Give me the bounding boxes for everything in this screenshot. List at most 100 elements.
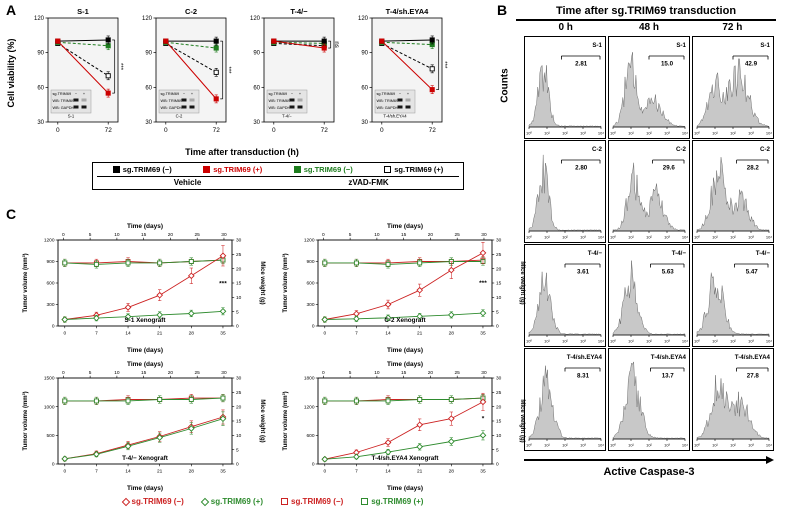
legend-label: sg.TRIM69 (−) — [131, 497, 184, 506]
svg-text:WB: GAPDH: WB: GAPDH — [377, 106, 399, 110]
svg-text:1800: 1800 — [304, 376, 315, 382]
svg-text:10³: 10³ — [748, 131, 754, 136]
svg-text:10: 10 — [496, 433, 502, 439]
svg-text:1200: 1200 — [304, 238, 315, 244]
svg-text:10: 10 — [236, 433, 242, 439]
svg-text:25: 25 — [496, 390, 502, 396]
flow-histogram-t4-sheya4-col1: 10⁰ 10¹ 10² 10³ 10⁴ T-4/sh.EYA4 13.7 — [608, 348, 690, 451]
flow-histogram-c2-col2: 10⁰ 10¹ 10² 10³ 10⁴ C-2 28.2 — [692, 140, 774, 243]
svg-text:25: 25 — [195, 232, 201, 238]
panel-b-label: B — [497, 2, 508, 18]
svg-text:25: 25 — [455, 370, 461, 376]
svg-text:10⁰: 10⁰ — [610, 235, 616, 240]
svg-text:5: 5 — [236, 447, 239, 453]
legend-item-tumor-pos: sg.TRIM69 (+) — [200, 497, 263, 506]
panel-a-charts: S-1 30 60 90 120 0 72 − + sg.TRIM69 WB: TRIM69 WB: … — [26, 4, 458, 146]
svg-text:***: *** — [441, 61, 447, 69]
svg-text:5: 5 — [349, 370, 352, 376]
svg-text:10²: 10² — [562, 339, 568, 344]
legend-item-vehicle-pos: sg.TRIM69 (+) — [203, 165, 262, 174]
legend-item-vehicle-neg: sg.TRIM69 (−) — [112, 165, 172, 174]
svg-text:10⁰: 10⁰ — [526, 131, 532, 136]
svg-text:10: 10 — [374, 370, 380, 376]
svg-text:25: 25 — [455, 232, 461, 238]
svg-text:10¹: 10¹ — [628, 339, 634, 344]
svg-text:10⁴: 10⁴ — [682, 339, 688, 344]
svg-text:10²: 10² — [730, 339, 736, 344]
svg-text:sg.TRIM69: sg.TRIM69 — [377, 92, 396, 96]
square-marker-icon — [203, 166, 211, 173]
diamond-marker-icon — [121, 497, 130, 506]
open-square-marker-icon — [281, 498, 288, 505]
legend-label: sg.TRIM69 (+) — [371, 497, 424, 506]
svg-text:0: 0 — [63, 331, 66, 337]
svg-text:5: 5 — [496, 309, 499, 315]
svg-text:5: 5 — [496, 447, 499, 453]
svg-text:21: 21 — [157, 331, 163, 337]
svg-text:0: 0 — [62, 232, 65, 238]
svg-text:10⁰: 10⁰ — [610, 443, 616, 448]
panel-c-charts-row2: Time (days) 0 5 10 15 20 25 30 0 7 14 21 28 35 Time (d… — [18, 358, 528, 494]
svg-text:30: 30 — [236, 238, 242, 244]
flow-histogram-t4-sheya4-col0: 10⁰ 10¹ 10² 10³ 10⁴ T-4/sh.EYA4 8.31 — [524, 348, 606, 451]
svg-text:10: 10 — [496, 295, 502, 301]
svg-text:Time (days): Time (days) — [387, 347, 423, 354]
flow-histogram-t4-col0: 10⁰ 10¹ 10² 10³ 10⁴ T-4/− 3.61 — [524, 244, 606, 347]
svg-text:0: 0 — [164, 127, 168, 134]
svg-text:T-4/sh.EYA4: T-4/sh.EYA4 — [735, 354, 771, 361]
svg-text:20: 20 — [496, 266, 502, 272]
legend-item-tumor-neg: sg.TRIM69 (−) — [121, 497, 184, 506]
svg-text:600: 600 — [306, 281, 314, 287]
svg-text:Time (days): Time (days) — [127, 485, 163, 492]
svg-text:30: 30 — [361, 120, 368, 126]
svg-text:25: 25 — [496, 252, 502, 258]
svg-text:10²: 10² — [730, 131, 736, 136]
svg-text:72: 72 — [105, 127, 113, 134]
svg-text:5.63: 5.63 — [662, 269, 675, 276]
panel-c-legend: sg.TRIM69 (−) sg.TRIM69 (+) sg.TRIM69 (−… — [18, 497, 528, 506]
legend-label: sg.TRIM69 (+) — [213, 165, 263, 174]
svg-text:10¹: 10¹ — [712, 443, 718, 448]
svg-text:S-1: S-1 — [760, 42, 770, 49]
svg-text:10: 10 — [236, 295, 242, 301]
svg-text:Tumor volume (mm³): Tumor volume (mm³) — [22, 253, 29, 312]
column-header-48h: 48 h — [638, 22, 659, 33]
svg-text:25: 25 — [195, 370, 201, 376]
svg-text:10²: 10² — [646, 339, 652, 344]
svg-text:10²: 10² — [562, 443, 568, 448]
svg-text:15: 15 — [236, 281, 242, 287]
viability-chart-t4: T-4/− 30 60 90 120 0 72 − + sg.TRIM69 WB: TRIM69 WB… — [250, 7, 339, 134]
svg-text:S-1: S-1 — [77, 7, 89, 16]
svg-text:20: 20 — [168, 370, 174, 376]
svg-text:10⁰: 10⁰ — [526, 443, 532, 448]
svg-text:10¹: 10¹ — [712, 339, 718, 344]
svg-text:10¹: 10¹ — [544, 235, 550, 240]
svg-text:30: 30 — [253, 120, 260, 126]
svg-text:10⁰: 10⁰ — [694, 235, 700, 240]
panel-a-legend-groups: Vehicle zVAD-FMK — [97, 176, 459, 187]
panel-a-legend: sg.TRIM69 (−) sg.TRIM69 (+) sg.TRIM69 (−… — [92, 162, 464, 190]
svg-text:90: 90 — [361, 51, 368, 57]
svg-text:***: *** — [219, 281, 227, 288]
panel-b-title: Time after sg.TRIM69 transduction — [516, 5, 776, 21]
legend-label: sg.TRIM69 (−) — [303, 165, 353, 174]
svg-text:0: 0 — [322, 232, 325, 238]
svg-text:10²: 10² — [730, 443, 736, 448]
svg-text:T-4/−: T-4/− — [588, 250, 603, 257]
svg-text:20: 20 — [428, 370, 434, 376]
svg-text:WB: GAPDH: WB: GAPDH — [161, 106, 183, 110]
legend-label: sg.TRIM69 (−) — [122, 165, 172, 174]
svg-text:60: 60 — [37, 85, 44, 91]
svg-text:20: 20 — [168, 232, 174, 238]
svg-text:15: 15 — [141, 370, 147, 376]
svg-text:120: 120 — [358, 16, 369, 22]
svg-text:72: 72 — [213, 127, 221, 134]
svg-text:Time (days): Time (days) — [387, 485, 423, 492]
panel-a-legend-items: sg.TRIM69 (−) sg.TRIM69 (+) sg.TRIM69 (−… — [97, 165, 459, 174]
svg-text:10⁰: 10⁰ — [610, 131, 616, 136]
svg-text:0: 0 — [380, 127, 384, 134]
svg-text:10: 10 — [374, 232, 380, 238]
svg-text:25: 25 — [236, 252, 242, 258]
svg-text:C-2: C-2 — [185, 7, 197, 16]
svg-text:S-1: S-1 — [68, 114, 75, 119]
